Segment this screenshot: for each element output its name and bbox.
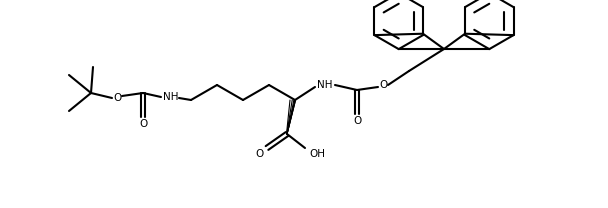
Text: O: O <box>139 119 147 129</box>
Text: NH: NH <box>317 80 333 90</box>
Text: OH: OH <box>309 149 325 159</box>
Text: NH: NH <box>164 92 179 102</box>
Text: O: O <box>255 149 263 159</box>
Text: O: O <box>379 80 387 90</box>
Text: O: O <box>113 93 121 103</box>
Text: O: O <box>353 116 361 126</box>
